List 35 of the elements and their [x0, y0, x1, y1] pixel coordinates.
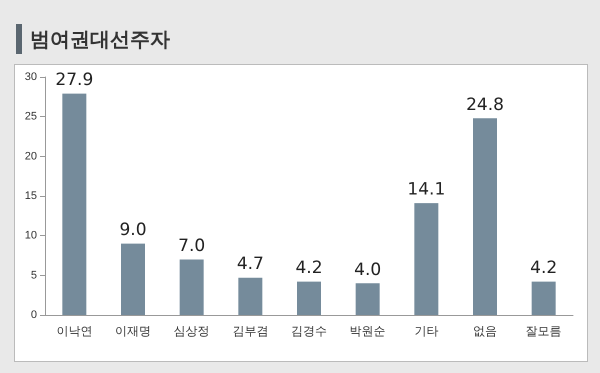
- bar: [356, 283, 380, 315]
- bar: [238, 278, 262, 315]
- data-label: 4.0: [354, 260, 382, 280]
- data-label: 27.9: [55, 70, 94, 90]
- bar: [180, 259, 204, 315]
- bar: [532, 282, 556, 315]
- y-tick-label: 15: [24, 190, 37, 202]
- x-tick-label: 김부겸: [232, 324, 268, 338]
- y-tick-label: 30: [24, 71, 37, 83]
- bar: [62, 94, 86, 315]
- data-label: 4.2: [295, 258, 323, 278]
- x-tick-label: 심상정: [174, 324, 210, 338]
- x-tick-label: 김경수: [291, 324, 327, 338]
- y-tick-label: 25: [24, 110, 37, 123]
- x-tick-label: 잘모름: [526, 324, 562, 338]
- bar: [297, 282, 321, 315]
- y-tick-label: 0: [30, 309, 37, 321]
- x-tick-label: 박원순: [350, 324, 386, 338]
- data-label: 14.1: [407, 180, 446, 200]
- y-tick-label: 20: [24, 150, 37, 162]
- data-label: 24.8: [466, 94, 504, 115]
- data-label: 4.7: [236, 254, 264, 274]
- bar: [414, 203, 438, 315]
- x-tick-label: 없음: [473, 324, 497, 338]
- x-tick-label: 기타: [414, 324, 438, 338]
- x-tick-label: 이낙연: [56, 324, 92, 338]
- data-label: 7.0: [178, 236, 206, 256]
- data-label: 4.2: [530, 258, 558, 278]
- y-tick-label: 5: [30, 269, 37, 282]
- x-tick-label: 이재명: [115, 324, 151, 338]
- chart-title: 범여권대선주자: [30, 26, 170, 53]
- data-label: 9.0: [119, 220, 147, 240]
- y-tick-label: 10: [24, 230, 37, 242]
- bar: [473, 118, 497, 315]
- bar: [121, 244, 145, 315]
